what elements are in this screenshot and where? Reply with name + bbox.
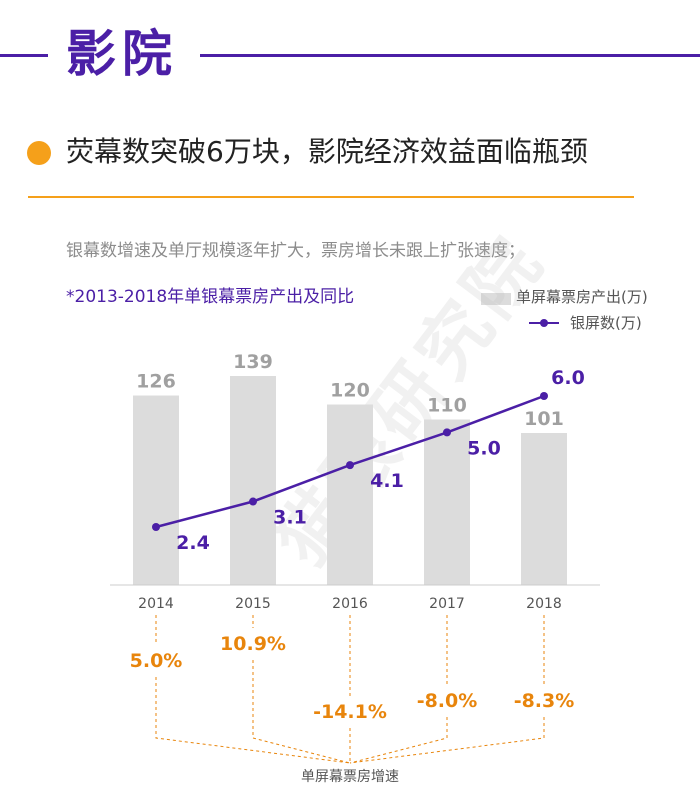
line-value-label-2017: 5.0	[467, 437, 501, 459]
line-point-2015	[249, 497, 257, 506]
line-point-2014	[152, 523, 160, 531]
legend-bar-swatch	[481, 293, 511, 305]
growth-label-2016: -14.1%	[313, 701, 387, 723]
growth-connector-bottom-2014	[155, 677, 351, 764]
line-value-label-2014: 2.4	[176, 532, 210, 554]
growth-label-2014: 5.0%	[130, 650, 183, 672]
growth-label-2017: -8.0%	[417, 690, 478, 712]
headline: 荧幕数突破6万块，影院经济效益面临瓶颈	[66, 135, 588, 168]
x-tick-2014: 2014	[138, 596, 174, 612]
bar-value-label-2014: 126	[136, 371, 176, 393]
legend-bar-label: 单屏幕票房产出(万)	[516, 288, 648, 306]
bar-2016	[327, 404, 373, 585]
line-point-2016	[346, 461, 354, 470]
title-rule-left	[0, 54, 48, 57]
line-value-label-2018: 6.0	[551, 367, 585, 389]
bar-2015	[230, 376, 276, 585]
title-rule-right	[200, 54, 700, 57]
growth-caption: 单屏幕票房增速	[301, 769, 399, 785]
line-point-2017	[443, 428, 451, 437]
x-tick-2018: 2018	[526, 596, 562, 612]
bar-2018	[521, 433, 567, 585]
bar-value-label-2018: 101	[524, 408, 564, 430]
line-value-label-2016: 4.1	[370, 470, 404, 492]
bar-value-label-2016: 120	[330, 380, 370, 402]
growth-connector-bottom-2018	[349, 717, 545, 764]
section-title: 影院	[66, 25, 178, 83]
legend-line-label: 银屏数(万)	[570, 314, 642, 332]
chart-title: *2013-2018年单银幕票房产出及同比	[66, 287, 355, 307]
growth-label-2015: 10.9%	[220, 633, 286, 655]
line-value-label-2015: 3.1	[273, 507, 307, 529]
bar-value-label-2015: 139	[233, 351, 273, 373]
bar-2017	[424, 419, 470, 585]
bar-value-label-2017: 110	[427, 395, 467, 417]
bullet-dot-icon	[27, 141, 51, 165]
growth-connector-bottom-2017	[349, 717, 448, 764]
headline-divider	[28, 196, 634, 198]
subtitle: 银幕数增速及单厅规模逐年扩大，票房增长未跟上扩张速度；	[66, 241, 525, 261]
x-tick-2016: 2016	[332, 596, 368, 612]
x-tick-2015: 2015	[235, 596, 271, 612]
growth-label-2018: -8.3%	[514, 690, 575, 712]
line-point-2018	[540, 392, 548, 400]
legend-line-dot	[540, 319, 548, 327]
growth-connector-bottom-2015	[252, 660, 351, 764]
x-tick-2017: 2017	[429, 596, 465, 612]
bar-2014	[133, 395, 179, 585]
